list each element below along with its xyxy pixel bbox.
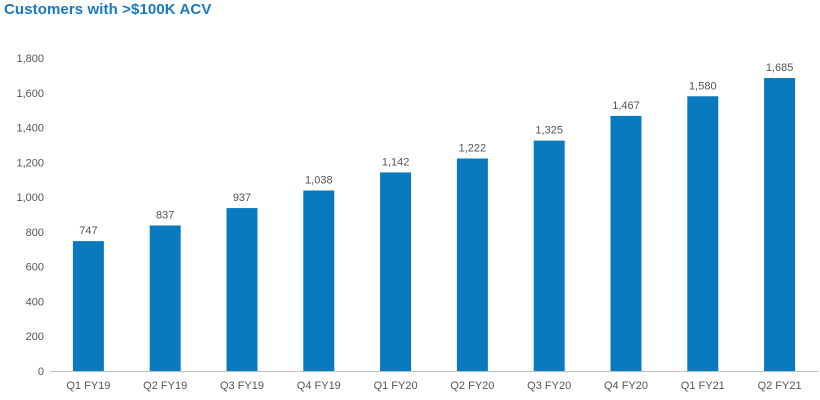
y-tick-label: 200 — [26, 331, 44, 343]
bar — [456, 158, 488, 371]
y-axis: 0 200 400 600 800 1,000 1,200 1,400 1,600 1,800 — [16, 53, 44, 378]
bar — [610, 115, 642, 371]
data-label: 1,038 — [305, 175, 333, 187]
data-label: 937 — [233, 192, 251, 204]
x-tick-label: Q3 FY19 — [220, 380, 264, 392]
data-label: 1,142 — [382, 156, 410, 168]
y-tick-label: 1,400 — [16, 123, 44, 135]
x-tick-label: Q1 FY19 — [66, 380, 110, 392]
bar — [687, 96, 719, 371]
x-tick-label: Q2 FY19 — [143, 380, 187, 392]
bar — [380, 172, 412, 371]
x-tick-label: Q4 FY19 — [297, 380, 341, 392]
bar — [533, 140, 565, 371]
x-axis: Q1 FY19 Q2 FY19 Q3 FY19 Q4 FY19 Q1 FY20 Q2 FY… — [50, 371, 818, 392]
data-label: 1,222 — [459, 143, 487, 155]
x-tick-label: Q2 FY21 — [758, 380, 802, 392]
y-tick-label: 1,000 — [16, 192, 44, 204]
data-label: 1,325 — [535, 125, 563, 137]
y-tick-label: 800 — [26, 227, 44, 239]
data-label: 837 — [156, 209, 174, 221]
bar — [149, 225, 181, 371]
y-tick-label: 1,800 — [16, 53, 44, 65]
x-tick-label: Q4 FY20 — [604, 380, 648, 392]
data-label: 1,685 — [766, 62, 794, 74]
data-label: 747 — [79, 225, 97, 237]
bar — [72, 241, 104, 371]
bar — [303, 190, 335, 371]
data-label: 1,580 — [689, 80, 717, 92]
y-tick-label: 0 — [38, 366, 44, 378]
y-tick-label: 600 — [26, 262, 44, 274]
bars: 747 837 937 1,038 1,142 1,222 1,325 1,467 1,580 1… — [72, 62, 796, 371]
y-tick-label: 400 — [26, 296, 44, 308]
data-label: 1,467 — [612, 100, 640, 112]
x-tick-label: Q1 FY21 — [681, 380, 725, 392]
x-tick-label: Q2 FY20 — [450, 380, 494, 392]
chart-title: Customers with >$100K ACV — [4, 1, 212, 18]
y-tick-label: 1,600 — [16, 88, 44, 100]
bar — [226, 208, 258, 371]
y-tick-label: 1,200 — [16, 157, 44, 169]
bar — [764, 77, 796, 371]
x-tick-label: Q3 FY20 — [527, 380, 571, 392]
x-tick-label: Q1 FY20 — [374, 380, 418, 392]
